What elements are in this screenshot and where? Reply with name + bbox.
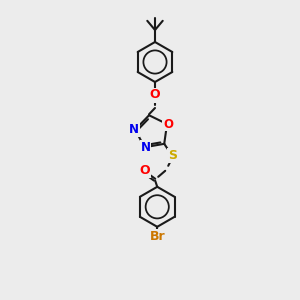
Text: O: O [150, 88, 160, 101]
Text: Br: Br [149, 230, 165, 243]
Text: O: O [139, 164, 149, 177]
Text: S: S [168, 149, 177, 162]
Text: N: N [140, 141, 151, 154]
Text: N: N [129, 123, 139, 136]
Text: O: O [163, 118, 173, 130]
